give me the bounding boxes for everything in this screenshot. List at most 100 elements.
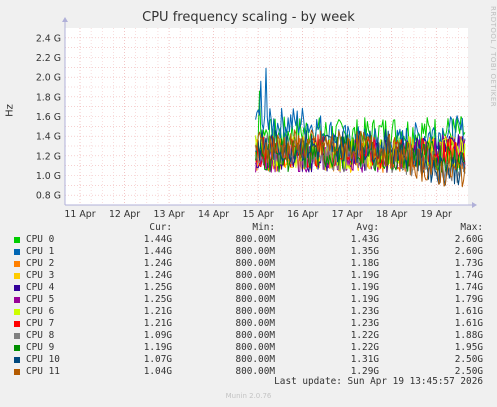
legend-row: CPU 8 1.09G 800.00M 1.22G 1.88G [0,330,497,342]
legend-row: CPU 0 1.44G 800.00M 1.43G 2.60G [0,234,497,246]
legend-cur: 1.09G [143,330,172,341]
legend-min: 800.00M [235,246,275,257]
legend-swatch [14,369,20,375]
legend-swatch [14,345,20,351]
x-tick-label: 18 Apr [376,209,407,220]
y-tick-label: 1.8 G [36,92,61,103]
legend-name: CPU 5 [26,294,55,305]
last-update: Last update: Sun Apr 19 13:45:57 2026 [274,376,483,387]
legend-row: CPU 4 1.25G 800.00M 1.19G 1.74G [0,282,497,294]
x-tick-label: 13 Apr [153,209,184,220]
legend-max: 1.88G [454,330,483,341]
y-axis-arrow [62,17,68,22]
legend-header-max: Max: [460,222,483,233]
x-tick-label: 17 Apr [332,209,363,220]
legend-max: 1.61G [454,318,483,329]
legend-swatch [14,285,20,291]
x-tick-label: 11 Apr [64,209,95,220]
legend-cur: 1.44G [143,246,172,257]
legend-cur: 1.07G [143,354,172,365]
legend-max: 2.50G [454,366,483,377]
legend-name: CPU 3 [26,270,55,281]
legend-name: CPU 0 [26,234,55,245]
x-tick-label: 16 Apr [287,209,318,220]
legend-cur: 1.25G [143,294,172,305]
munin-version: Munin 2.0.76 [225,392,272,400]
legend-avg: 1.19G [350,294,379,305]
x-tick-label: 15 Apr [243,209,274,220]
series-lines [255,67,466,188]
legend-name: CPU 8 [26,330,55,341]
legend-swatch [14,309,20,315]
legend-max: 2.50G [454,354,483,365]
x-tick-label: 14 Apr [198,209,229,220]
legend-swatch [14,297,20,303]
legend-row: CPU 2 1.24G 800.00M 1.18G 1.73G [0,258,497,270]
legend-cur: 1.19G [143,342,172,353]
legend-name: CPU 2 [26,258,55,269]
legend-row: CPU 11 1.04G 800.00M 1.29G 2.50G [0,366,497,378]
legend-avg: 1.43G [350,234,379,245]
legend-max: 1.61G [454,306,483,317]
legend-name: CPU 1 [26,246,55,257]
legend-min: 800.00M [235,234,275,245]
legend-min: 800.00M [235,318,275,329]
y-tick-label: 0.8 G [36,191,61,202]
legend-min: 800.00M [235,354,275,365]
legend-min: 800.00M [235,282,275,293]
legend-swatch [14,321,20,327]
legend-avg: 1.35G [350,246,379,257]
legend-rows: CPU 0 1.44G 800.00M 1.43G 2.60G CPU 1 1.44G 800… [0,234,497,378]
legend-name: CPU 11 [26,366,60,377]
legend-avg: 1.19G [350,282,379,293]
legend-swatch [14,237,20,243]
legend-max: 2.60G [454,246,483,257]
y-tick-label: 2.4 G [36,33,61,44]
legend-name: CPU 9 [26,342,55,353]
y-tick-label: 2.0 G [36,73,61,84]
legend-header-avg: Avg: [356,222,379,233]
legend-row: CPU 6 1.21G 800.00M 1.23G 1.61G [0,306,497,318]
legend-swatch [14,249,20,255]
y-tick-label: 1.2 G [36,151,61,162]
legend-avg: 1.18G [350,258,379,269]
legend-row: CPU 10 1.07G 800.00M 1.31G 2.50G [0,354,497,366]
legend-min: 800.00M [235,342,275,353]
legend-max: 1.79G [454,294,483,305]
legend-avg: 1.29G [350,366,379,377]
legend-cur: 1.04G [143,366,172,377]
legend-min: 800.00M [235,270,275,281]
y-tick-label: 1.6 G [36,112,61,123]
legend-swatch [14,357,20,363]
series-line-cpu-10 [255,129,466,186]
x-axis-arrow [472,202,477,208]
legend-swatch [14,273,20,279]
legend-row: CPU 9 1.19G 800.00M 1.22G 1.95G [0,342,497,354]
legend-name: CPU 4 [26,282,55,293]
legend-max: 1.73G [454,258,483,269]
legend-min: 800.00M [235,258,275,269]
legend-name: CPU 7 [26,318,55,329]
legend-row: CPU 3 1.24G 800.00M 1.19G 1.74G [0,270,497,282]
chart-title: CPU frequency scaling - by week [142,10,355,25]
legend-max: 1.95G [454,342,483,353]
legend-header-min: Min: [252,222,275,233]
rrdtool-credit: RRDTOOL / TOBI OETIKER [489,6,497,108]
legend-cur: 1.21G [143,306,172,317]
legend-max: 2.60G [454,234,483,245]
legend-name: CPU 10 [26,354,60,365]
legend-avg: 1.22G [350,342,379,353]
legend-cur: 1.24G [143,258,172,269]
legend-row: CPU 5 1.25G 800.00M 1.19G 1.79G [0,294,497,306]
x-tick-label: 12 Apr [109,209,140,220]
legend-row: CPU 7 1.21G 800.00M 1.23G 1.61G [0,318,497,330]
grid-lines [65,28,468,205]
legend-avg: 1.23G [350,306,379,317]
legend-cur: 1.44G [143,234,172,245]
y-tick-label: 1.0 G [36,171,61,182]
cpu-frequency-chart: 0.8 G 1.0 G 1.2 G 1.4 G 1.6 G 1.8 G 2.0 G 2.2 G… [36,17,477,220]
axes [62,17,477,208]
legend-header-row: Cur: Min: Avg: Max: [0,222,497,234]
legend-min: 800.00M [235,294,275,305]
legend-avg: 1.19G [350,270,379,281]
